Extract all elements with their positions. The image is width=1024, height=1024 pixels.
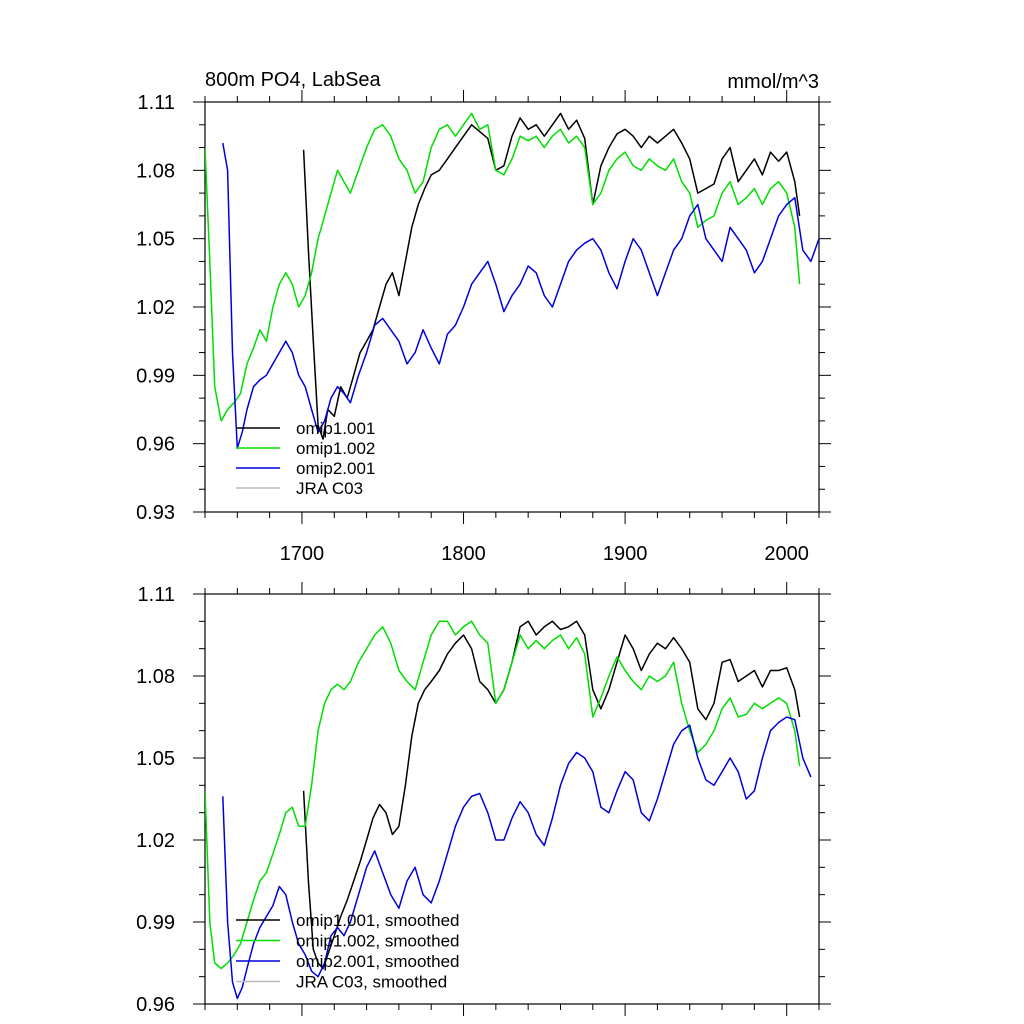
y-tick-label: 1.11 <box>138 584 175 606</box>
y-tick-label: 1.05 <box>136 748 175 770</box>
x-tick-label: 2000 <box>764 543 809 565</box>
y-tick-label: 1.02 <box>136 830 175 852</box>
y-tick-label: 1.08 <box>136 160 175 182</box>
chart-title: 800m PO4, LabSea <box>205 69 382 91</box>
series-line <box>222 716 812 1000</box>
plot-bottom: 0.96 0.99 1.02 1.05 1.08 1.11 omip1.001, smoot… <box>136 582 831 1016</box>
x-tick-label: 1800 <box>441 543 486 565</box>
legend-label: JRA C03, smoothed <box>296 973 447 992</box>
y-tick-label: 1.08 <box>136 666 175 688</box>
series-line <box>302 620 801 970</box>
legend-label: JRA C03 <box>296 479 363 498</box>
y-tick-label: 1.02 <box>136 297 175 319</box>
legend-label: omip1.002 <box>296 439 375 458</box>
y-tick-label: 0.99 <box>136 912 175 934</box>
x-tick-label: 1700 <box>280 543 325 565</box>
y-tick-label: 0.99 <box>136 365 175 387</box>
y-tick-label: 1.11 <box>138 92 175 114</box>
series-line <box>222 142 819 449</box>
y-tick-label: 0.93 <box>136 502 175 524</box>
legend-label: omip2.001, smoothed <box>296 952 460 971</box>
series-line <box>205 620 801 970</box>
legend: omip1.001, smoothed omip1.002, smoothedom… <box>236 911 460 992</box>
plot-top: 1700 1800 1900 2000 0.93 0.96 0.99 1.02 1.05 1.08… <box>136 90 831 565</box>
y-tick-label: 0.96 <box>136 994 175 1016</box>
legend-label: omip1.002, smoothed <box>296 932 460 951</box>
legend-label: omip1.001 <box>296 419 375 438</box>
legend-label: omip2.001 <box>296 459 375 478</box>
y-tick-label: 0.96 <box>136 434 175 456</box>
legend-label: omip1.001, smoothed <box>296 911 460 930</box>
units-label: mmol/m^3 <box>727 71 819 93</box>
x-tick-label: 1900 <box>603 543 648 565</box>
series-line <box>205 112 801 422</box>
series-line <box>302 112 801 440</box>
y-tick-label: 1.05 <box>136 229 175 251</box>
